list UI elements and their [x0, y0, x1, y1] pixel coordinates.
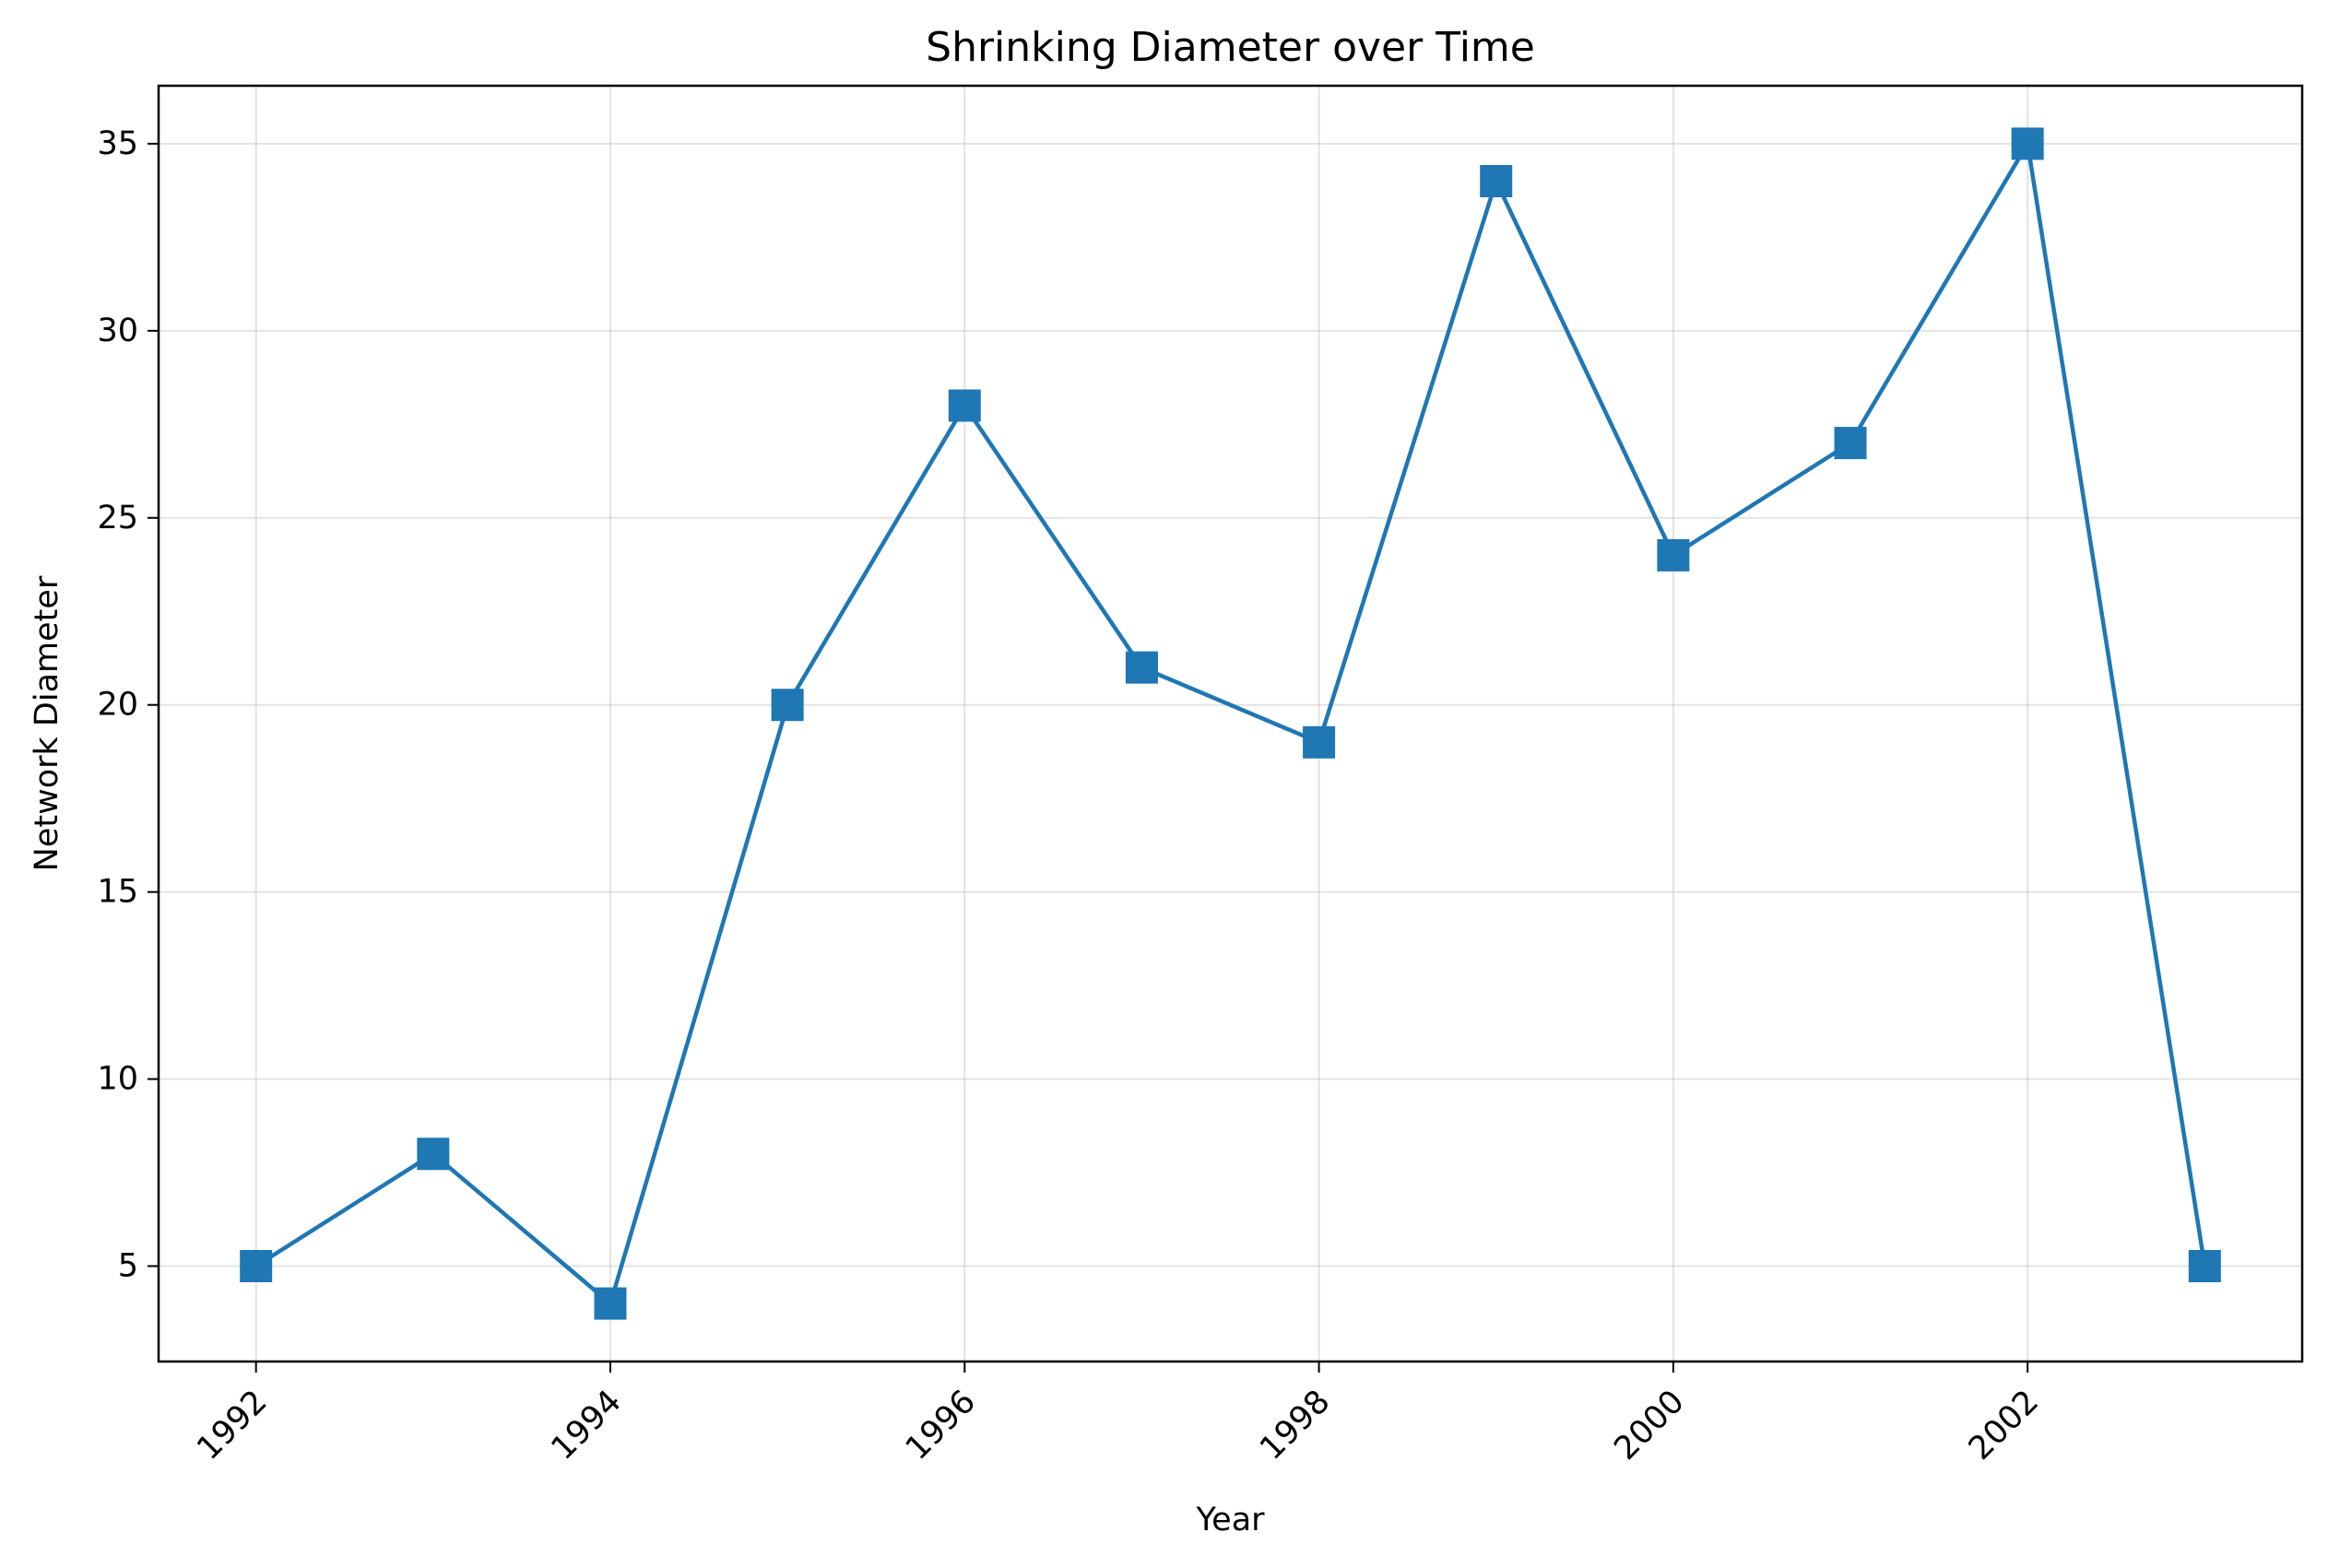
- data-point-marker: [2011, 127, 2044, 160]
- series-line: [254, 141, 2207, 1306]
- y-tick-label: 5: [118, 1248, 138, 1285]
- data-point-marker: [417, 1138, 450, 1171]
- axes-frame: [157, 84, 2304, 1363]
- y-tick-label: 15: [97, 874, 138, 911]
- data-point-marker: [1480, 164, 1513, 197]
- data-point-marker: [1657, 538, 1690, 572]
- series-layer: [240, 127, 2221, 1320]
- data-point-marker: [948, 389, 981, 422]
- data-point-marker: [240, 1250, 273, 1283]
- data-point-marker: [1303, 725, 1336, 759]
- data-point-marker: [594, 1287, 627, 1320]
- y-tick-label: 30: [97, 312, 138, 349]
- y-axis-label: Network Diameter: [29, 575, 65, 871]
- grid: [159, 86, 2302, 1362]
- chart-title: Shrinking Diameter over Time: [926, 24, 1535, 71]
- data-point-marker: [1125, 651, 1158, 684]
- y-tick-label: 20: [97, 687, 138, 724]
- data-point-marker: [771, 689, 804, 722]
- y-tick-label: 25: [97, 500, 138, 536]
- x-axis-label: Year: [1195, 1502, 1265, 1539]
- y-tick-label: 35: [97, 125, 138, 162]
- data-point-marker: [2188, 1250, 2221, 1283]
- data-point-marker: [1834, 427, 1867, 460]
- y-tick-label: 10: [97, 1061, 138, 1098]
